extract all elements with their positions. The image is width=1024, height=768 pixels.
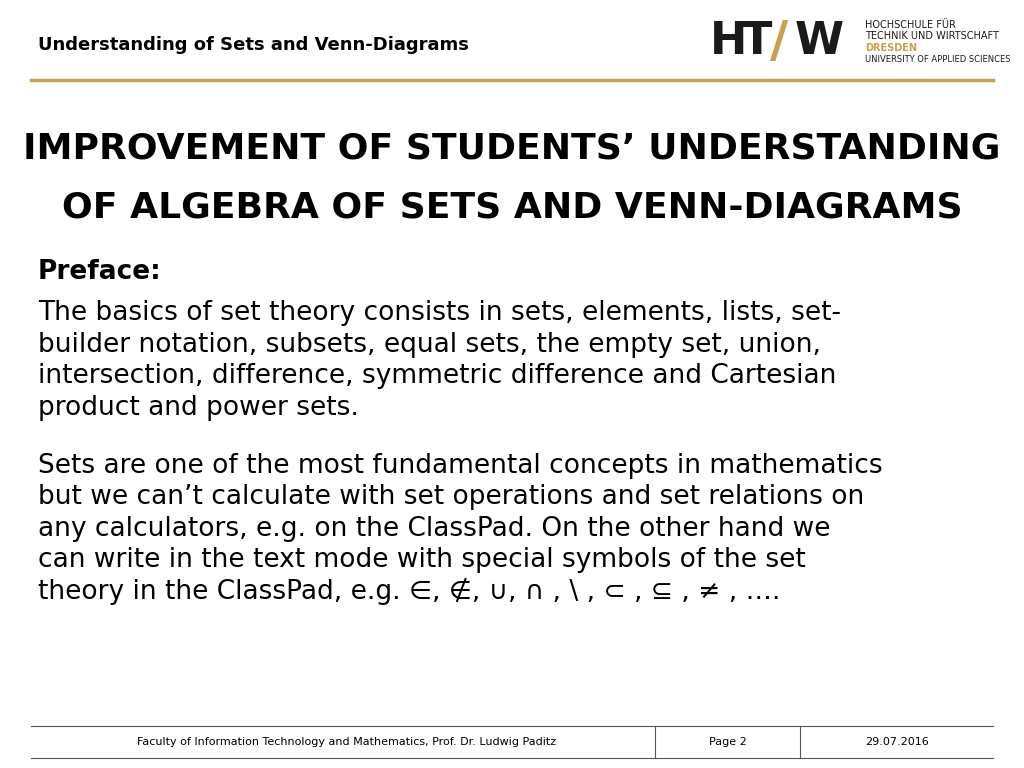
- Text: any calculators, e.g. on the ClassPad. On the other hand we: any calculators, e.g. on the ClassPad. O…: [38, 516, 830, 541]
- Text: IMPROVEMENT OF STUDENTS’ UNDERSTANDING: IMPROVEMENT OF STUDENTS’ UNDERSTANDING: [24, 131, 1000, 165]
- Text: T: T: [742, 21, 772, 64]
- Text: DRESDEN: DRESDEN: [865, 43, 918, 53]
- Text: Faculty of Information Technology and Mathematics, Prof. Dr. Ludwig Paditz: Faculty of Information Technology and Ma…: [137, 737, 556, 747]
- Text: H: H: [710, 21, 748, 64]
- Text: OF ALGEBRA OF SETS AND VENN-DIAGRAMS: OF ALGEBRA OF SETS AND VENN-DIAGRAMS: [61, 191, 963, 225]
- Text: product and power sets.: product and power sets.: [38, 395, 358, 421]
- Text: Sets are one of the most fundamental concepts in mathematics: Sets are one of the most fundamental con…: [38, 453, 883, 478]
- Text: W: W: [795, 21, 844, 64]
- Text: HOCHSCHULE FÜR: HOCHSCHULE FÜR: [865, 20, 955, 30]
- Text: intersection, difference, symmetric difference and Cartesian: intersection, difference, symmetric diff…: [38, 363, 837, 389]
- Text: UNIVERSITY OF APPLIED SCIENCES: UNIVERSITY OF APPLIED SCIENCES: [865, 55, 1011, 64]
- Text: builder notation, subsets, equal sets, the empty set, union,: builder notation, subsets, equal sets, t…: [38, 332, 821, 357]
- Text: 29.07.2016: 29.07.2016: [864, 737, 929, 747]
- Text: theory in the ClassPad, e.g. ∈, ∉, ∪, ∩ , \ , ⊂ , ⊆ , ≠ , ….: theory in the ClassPad, e.g. ∈, ∉, ∪, ∩ …: [38, 578, 780, 605]
- Text: Understanding of Sets and Venn-Diagrams: Understanding of Sets and Venn-Diagrams: [38, 36, 469, 54]
- Text: The basics of set theory consists in sets, elements, lists, set-: The basics of set theory consists in set…: [38, 300, 841, 326]
- Text: but we can’t calculate with set operations and set relations on: but we can’t calculate with set operatio…: [38, 485, 864, 510]
- Text: can write in the text mode with special symbols of the set: can write in the text mode with special …: [38, 548, 806, 573]
- Text: TECHNIK UND WIRTSCHAFT: TECHNIK UND WIRTSCHAFT: [865, 31, 998, 41]
- Text: /: /: [770, 18, 788, 66]
- Text: Preface:: Preface:: [38, 259, 162, 285]
- Text: Page 2: Page 2: [709, 737, 746, 747]
